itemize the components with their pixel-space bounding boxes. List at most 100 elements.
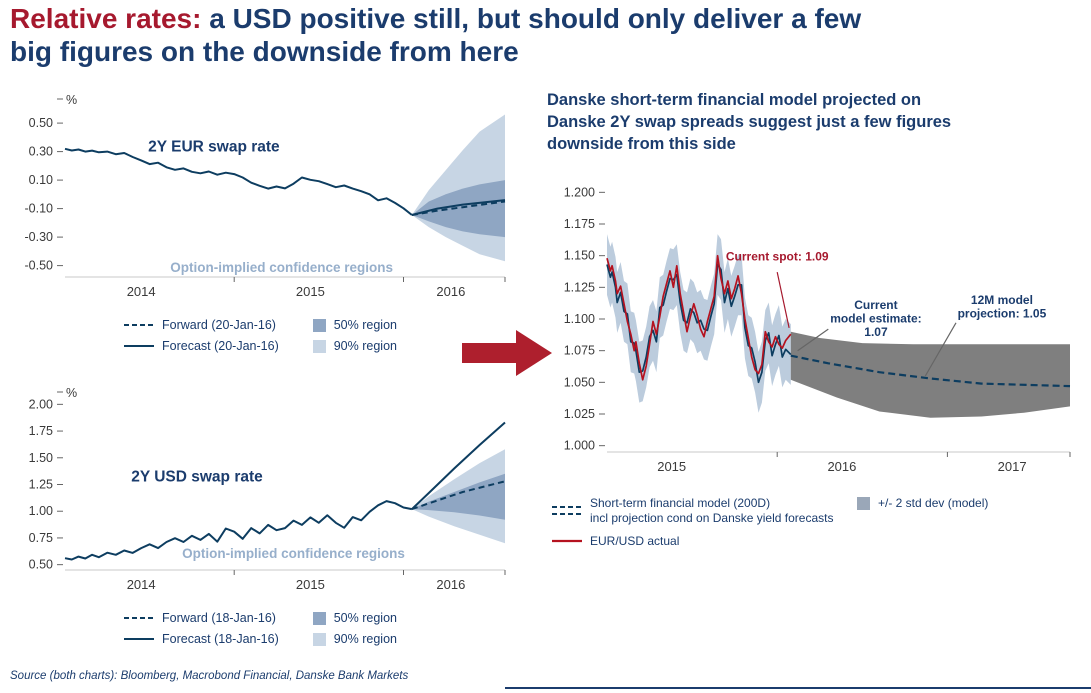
- annotation-text: Current spot: 1.09: [726, 250, 829, 264]
- x-tick-label: 2016: [827, 459, 856, 474]
- y-tick-label: 1.150: [564, 249, 595, 263]
- legend-label: 90% region: [333, 632, 397, 646]
- solid-line-icon: [124, 638, 155, 640]
- eurusd-model-chart: 2015 2016 2017 1.200 1.175 1.150 1.125 1.100 1.0…: [564, 185, 1071, 474]
- y-tick-label: 1.175: [564, 217, 595, 231]
- dashed-line-icon: [124, 324, 155, 326]
- x-tick-label: 2016: [436, 577, 465, 592]
- legend-label: +/- 2 std dev (model): [878, 496, 989, 510]
- legend-item-eur-forward: Forward (20-Jan-16): [124, 318, 279, 332]
- footer-rule: [505, 687, 1091, 689]
- legend-item-usd-forward: Forward (18-Jan-16): [124, 611, 279, 625]
- forward: [411, 200, 506, 216]
- y-tick-label: 0.10: [29, 173, 53, 187]
- legend-item-eur-90-region: 90% region: [312, 339, 397, 353]
- forecast: [411, 421, 506, 510]
- legend-label: Forecast (18-Jan-16): [162, 632, 279, 646]
- region-50: [411, 473, 505, 520]
- solid-line-icon: [124, 345, 155, 347]
- y-tick-label: 1.050: [564, 375, 595, 389]
- y-tick-label: -0.30: [25, 230, 54, 244]
- chart-text: 2Y EUR swap rate: [148, 139, 280, 156]
- y-tick-label: 1.200: [564, 185, 595, 199]
- heading-line: Danske short-term financial model projec…: [547, 91, 922, 109]
- eur-swap-chart: 2014 2015 2016 0.50 0.30 0.10 -0.10 -0.30 -0.50%…: [25, 93, 506, 299]
- page-title: Relative rates: a USD positive still, bu…: [10, 2, 1075, 68]
- y-tick-label: 1.075: [564, 344, 595, 358]
- y-tick-label: 0.30: [29, 145, 53, 159]
- y-tick-label: -0.50: [25, 259, 54, 273]
- y-unit-label: %: [66, 93, 77, 107]
- annotation-text: 12M model: [971, 293, 1033, 307]
- chart-text: Option-implied confidence regions: [170, 260, 393, 275]
- x-tick-label: 2015: [657, 459, 686, 474]
- y-tick-label: 1.000: [564, 439, 595, 453]
- red-line-icon: [552, 539, 582, 542]
- legend-item-usd-forecast: Forecast (18-Jan-16): [124, 632, 279, 646]
- legend-item-usd-50-region: 50% region: [312, 611, 397, 625]
- x-tick-label: 2016: [436, 284, 465, 299]
- y-tick-label: 1.025: [564, 407, 595, 421]
- annotation-text: model estimate:: [830, 311, 921, 325]
- y-tick-label: -0.10: [25, 202, 54, 216]
- annotation-text: Current: [854, 298, 897, 312]
- double-dashed-line-icon: [552, 506, 582, 516]
- region-90-swatch: [312, 339, 326, 353]
- model-label-line1: Short-term financial model (200D): [590, 496, 771, 510]
- legend-label: Forward (18-Jan-16): [162, 611, 276, 625]
- x-tick-label: 2014: [127, 577, 156, 592]
- legend-item-eur-50-region: 50% region: [312, 318, 397, 332]
- title-highlight: Relative rates:: [10, 3, 202, 34]
- heading-line: Danske 2Y swap spreads suggest just a fe…: [547, 112, 952, 131]
- std-dev-swatch: [857, 496, 870, 510]
- projection-2-std-dev: [790, 331, 1070, 418]
- region-90-swatch: [312, 632, 326, 646]
- legend-label: 50% region: [333, 318, 397, 332]
- eur-swap-history: [64, 147, 413, 216]
- y-tick-label: 1.50: [29, 451, 53, 465]
- eurusd-actual: [606, 254, 792, 381]
- chart-text: 2Y USD swap rate: [131, 468, 263, 485]
- x-tick-label: 2017: [998, 459, 1027, 474]
- y-tick-label: 1.125: [564, 280, 595, 294]
- legend-label: EUR/USD actual: [590, 533, 680, 548]
- model-projection: [790, 354, 1071, 388]
- region-50-swatch: [312, 318, 326, 332]
- usd-swap-chart: 2014 2015 2016 2.00 1.75 1.50 1.25 1.00 0.75 0.50…: [29, 386, 506, 592]
- legend-label: Forward (20-Jan-16): [162, 318, 276, 332]
- legend-item-usd-90-region: 90% region: [312, 632, 397, 646]
- x-tick-label: 2014: [127, 284, 156, 299]
- right-arrow-icon: [462, 330, 552, 376]
- legend-item-std-dev: +/- 2 std dev (model): [857, 496, 1087, 510]
- annotation-leader: [776, 271, 790, 329]
- heading-line: downside from this side: [547, 134, 736, 153]
- model-hist: [606, 263, 792, 384]
- y-tick-label: 0.50: [29, 558, 53, 572]
- forward: [411, 480, 506, 511]
- y-tick-label: 0.75: [29, 531, 53, 545]
- legend-label: 90% region: [333, 339, 397, 353]
- y-tick-label: 1.100: [564, 312, 595, 326]
- model-label-line2: incl projection cond on Danske yield for…: [590, 511, 834, 526]
- title-text-line1: a USD positive still, but should only de…: [201, 3, 862, 34]
- x-tick-label: 2015: [296, 577, 325, 592]
- fx-legend: Short-term financial model (200D) incl pr…: [552, 496, 1087, 555]
- legend-item-eur-forecast: Forecast (20-Jan-16): [124, 339, 279, 353]
- region-50-swatch: [312, 611, 326, 625]
- arrow-shape: [462, 330, 552, 376]
- fx-legend-col1: Short-term financial model (200D) incl pr…: [552, 496, 857, 555]
- legend-label: Short-term financial model (200D) incl pr…: [590, 496, 833, 527]
- title-text-line2: big figures on the downside from here: [10, 36, 519, 68]
- y-tick-label: 1.00: [29, 504, 53, 518]
- legend-item-eurusd-actual: EUR/USD actual: [552, 534, 857, 548]
- forecast: [411, 199, 506, 216]
- source-note: Source (both charts): Bloomberg, Macrobo…: [10, 670, 409, 682]
- annotation-text: 1.07: [864, 325, 888, 339]
- legend-label: Forecast (20-Jan-16): [162, 339, 279, 353]
- y-tick-label: 2.00: [29, 397, 53, 411]
- annotation-text: projection: 1.05: [958, 306, 1047, 320]
- y-tick-label: 1.25: [29, 478, 53, 492]
- region-50: [411, 180, 505, 238]
- chart-text: Option-implied confidence regions: [182, 546, 405, 561]
